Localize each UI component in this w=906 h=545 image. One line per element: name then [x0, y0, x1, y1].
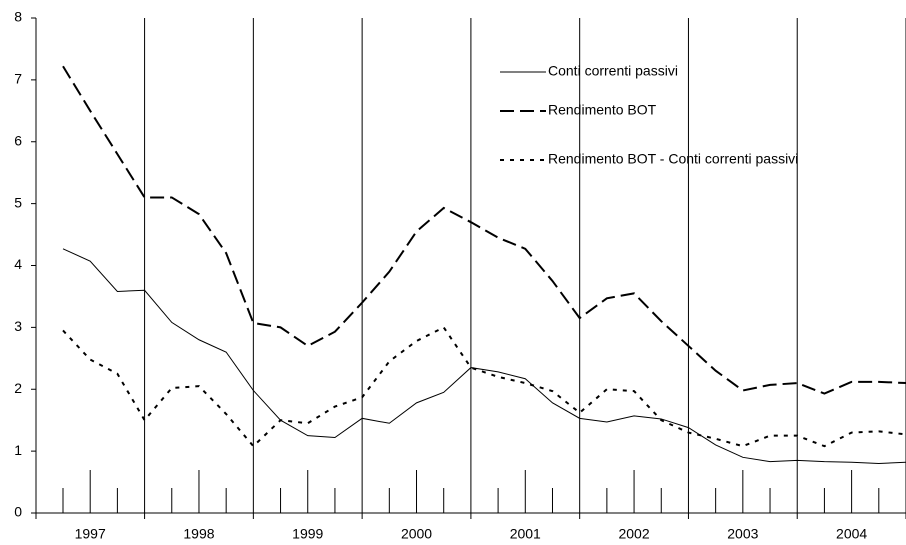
- legend-label: Conti correnti passivi: [548, 63, 678, 79]
- y-tick-label: 3: [14, 318, 22, 334]
- x-tick-label: 1999: [292, 526, 323, 542]
- x-tick-label: 1998: [183, 526, 214, 542]
- x-tick-label: 2004: [836, 526, 867, 542]
- x-tick-label: 1997: [75, 526, 106, 542]
- y-tick-label: 4: [14, 256, 22, 272]
- legend-label: Rendimento BOT: [548, 102, 657, 118]
- y-tick-label: 7: [14, 71, 22, 87]
- x-tick-label: 2001: [510, 526, 541, 542]
- y-tick-label: 6: [14, 132, 22, 148]
- y-tick-label: 0: [14, 504, 22, 520]
- y-tick-label: 2: [14, 380, 22, 396]
- x-tick-label: 2003: [727, 526, 758, 542]
- series-line: [62, 248, 906, 465]
- legend-label: Rendimento BOT - Conti correnti passivi: [548, 151, 798, 167]
- x-tick-label: 2002: [618, 526, 649, 542]
- series-line: [62, 65, 906, 395]
- x-tick-label: 2000: [401, 526, 432, 542]
- y-tick-label: 5: [14, 194, 22, 210]
- y-tick-label: 8: [14, 9, 22, 25]
- y-tick-label: 1: [14, 442, 22, 458]
- series-line: [62, 326, 906, 448]
